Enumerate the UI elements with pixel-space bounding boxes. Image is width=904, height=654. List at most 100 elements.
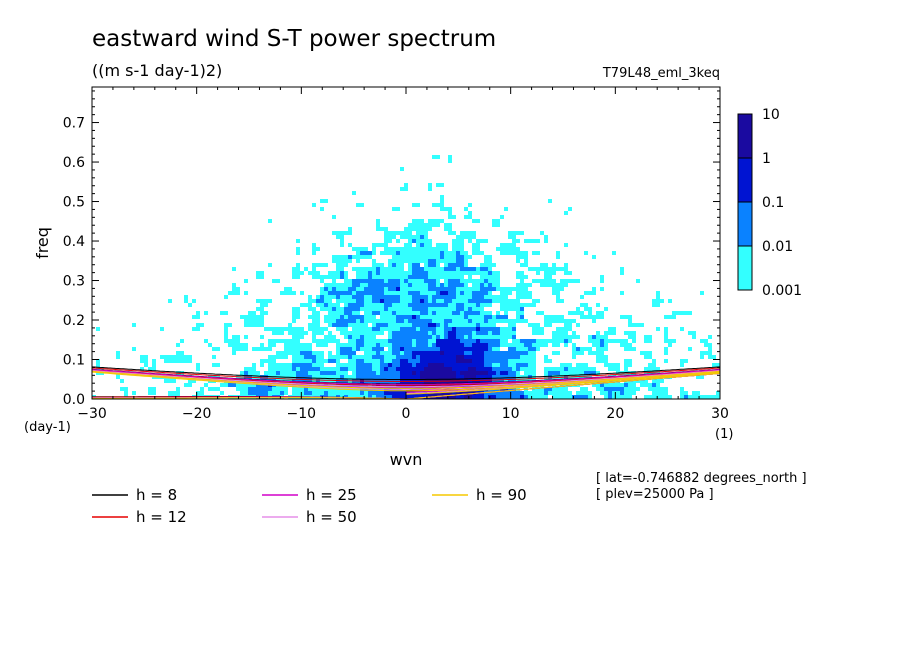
heatmap-cell [656,327,660,331]
heatmap-cell [516,347,520,351]
heatmap-cell [364,291,368,295]
heatmap-cell [288,291,292,295]
heatmap-cell [712,355,716,359]
heatmap-cell [504,343,508,347]
heatmap-cell [492,343,496,347]
heatmap-cell [424,307,428,311]
heatmap-cell [344,255,348,259]
heatmap-cell [480,283,484,287]
heatmap-cell [552,279,556,283]
heatmap-cell [280,363,284,367]
heatmap-cell [452,311,456,315]
heatmap-cell [408,223,412,227]
heatmap-cell [500,335,504,339]
heatmap-cell [268,359,272,363]
y-axis-label: freq [33,227,52,259]
heatmap-cell [348,343,352,347]
heatmap-cell [148,367,152,371]
heatmap-cell [316,391,320,395]
heatmap-cell [256,347,260,351]
heatmap-cell [376,223,380,227]
heatmap-cell [248,323,252,327]
heatmap-cell [308,347,312,351]
heatmap-cell [584,291,588,295]
heatmap-cell [532,347,536,351]
heatmap-cell [536,267,540,271]
heatmap-cell [508,235,512,239]
heatmap-cell [316,315,320,319]
heatmap-cell [448,331,452,335]
heatmap-cell [484,299,488,303]
heatmap-cell [344,279,348,283]
heatmap-cell [516,283,520,287]
heatmap-cell [460,319,464,323]
heatmap-cell [680,387,684,391]
heatmap-cell [464,215,468,219]
heatmap-cell [492,335,496,339]
heatmap-cell [380,359,384,363]
heatmap-cell [488,359,492,363]
heatmap-cell [416,219,420,223]
heatmap-cell [568,363,572,367]
heatmap-cell [476,367,480,371]
heatmap-cell [536,395,540,399]
heatmap-cell [496,219,500,223]
heatmap-cell [384,235,388,239]
heatmap-cell [556,339,560,343]
heatmap-cell [344,275,348,279]
heatmap-cell [484,351,488,355]
heatmap-cell [468,231,472,235]
heatmap-cell [408,351,412,355]
heatmap-cell [408,315,412,319]
heatmap-cell [524,339,528,343]
heatmap-cell [352,331,356,335]
x-tick-label: 10 [502,406,520,422]
heatmap-cell [464,295,468,299]
heatmap-cell [480,299,484,303]
heatmap-cell [412,335,416,339]
heatmap-cell [436,251,440,255]
heatmap-cell [352,303,356,307]
heatmap-cell [428,323,432,327]
heatmap-cell [336,351,340,355]
heatmap-cell [424,291,428,295]
heatmap-cell [556,327,560,331]
heatmap-cell [412,363,416,367]
heatmap-cell [408,275,412,279]
heatmap-cell [140,367,144,371]
heatmap-cell [252,319,256,323]
heatmap-cell [624,371,628,375]
heatmap-cell [340,263,344,267]
heatmap-cell [528,391,532,395]
heatmap-cell [284,327,288,331]
heatmap-cell [628,335,632,339]
heatmap-cell [464,339,468,343]
heatmap-cell [400,295,404,299]
heatmap-cell [668,299,672,303]
heatmap-cell [368,255,372,259]
heatmap-cell [512,351,516,355]
heatmap-cell [380,283,384,287]
heatmap-cell [308,343,312,347]
heatmap-cell [492,319,496,323]
heatmap-cell [456,359,460,363]
heatmap-cell [440,331,444,335]
heatmap-cell [512,239,516,243]
heatmap-cell [436,335,440,339]
heatmap-cell [312,203,316,207]
heatmap-cell [500,343,504,347]
heatmap-cell [588,335,592,339]
heatmap-cell [436,271,440,275]
heatmap-cell [204,311,208,315]
heatmap-cell [412,315,416,319]
heatmap-cell [544,319,548,323]
heatmap-cell [372,299,376,303]
heatmap-cell [312,371,316,375]
heatmap-cell [360,255,364,259]
heatmap-cell [404,303,408,307]
heatmap-cell [436,183,440,187]
heatmap-cell [308,363,312,367]
heatmap-cell [480,351,484,355]
heatmap-cell [460,279,464,283]
heatmap-cell [472,367,476,371]
